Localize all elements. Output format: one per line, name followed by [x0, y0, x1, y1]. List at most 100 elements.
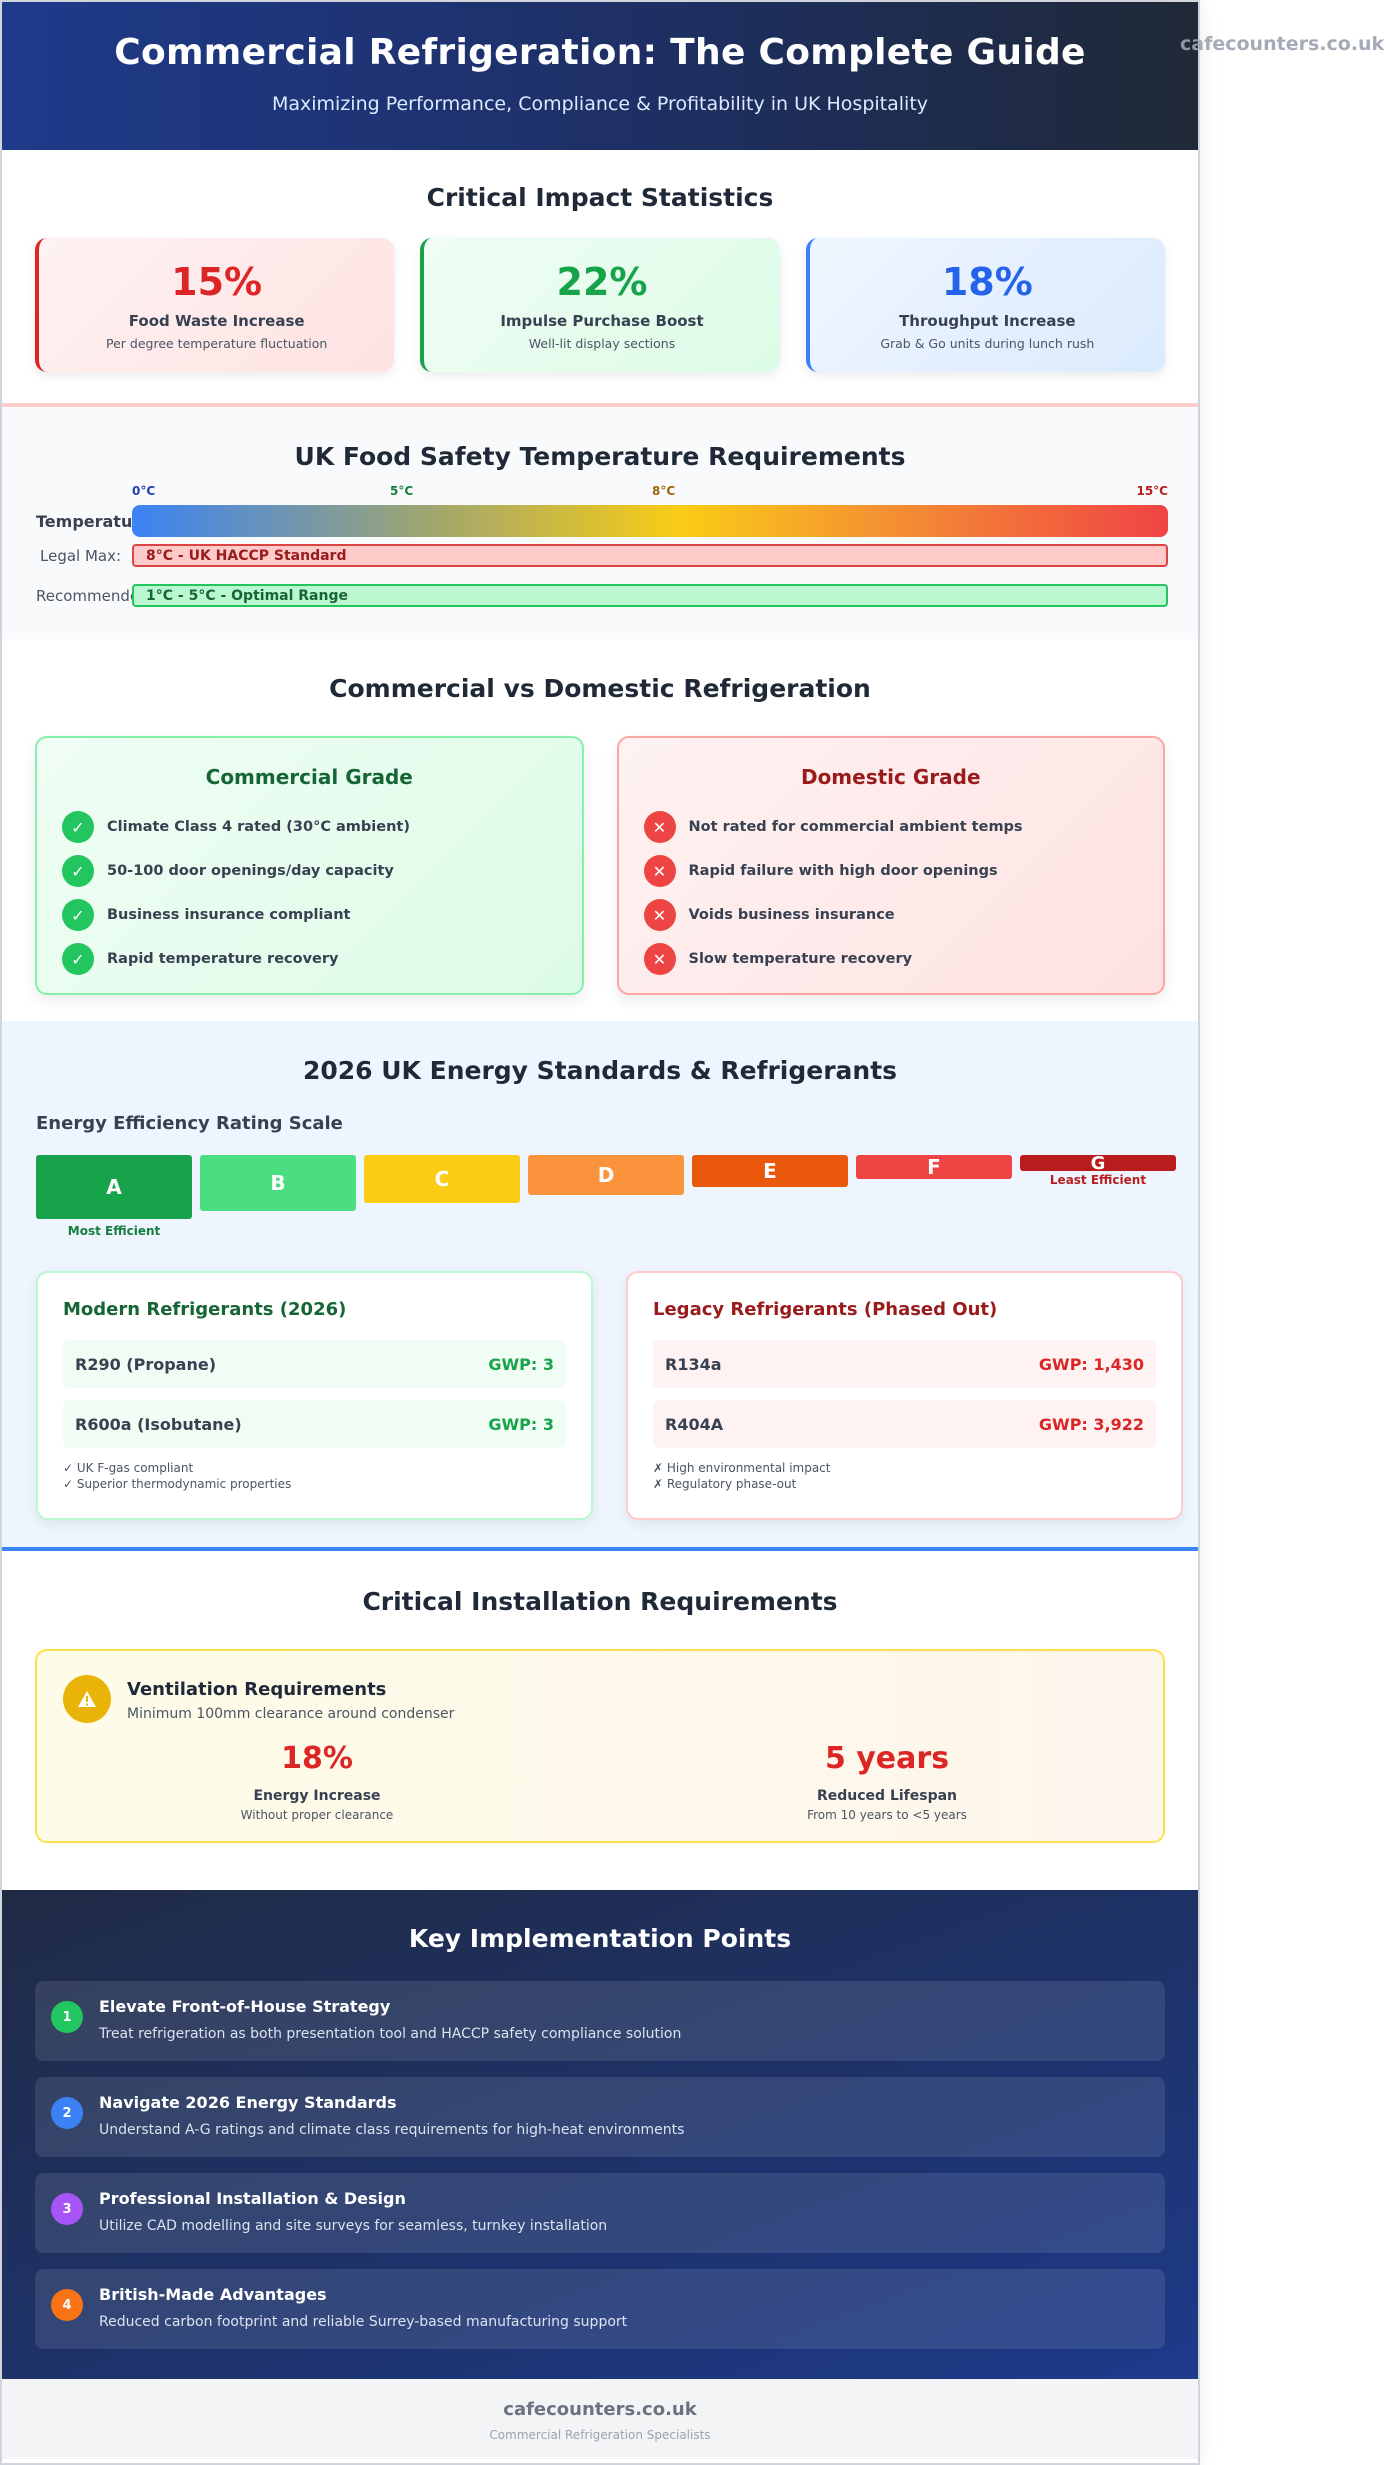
card-title: Legacy Refrigerants (Phased Out): [653, 1299, 998, 1320]
feature-text: Slow temperature recovery: [688, 951, 913, 967]
refrigerant-name: R290 (Propane): [75, 1354, 217, 1374]
section-title: Key Implementation Points: [408, 1924, 792, 1953]
stat-card-throughput: 18% Throughput Increase Grab & Go units …: [805, 238, 1165, 372]
rating-bar: C: [364, 1155, 520, 1203]
rating-g: G Least Efficient: [1020, 1153, 1176, 1187]
feature-item: ✓ Business insurance compliant: [62, 893, 557, 937]
feature-item: ✕ Not rated for commercial ambient temps: [643, 805, 1139, 849]
tick-0c: 0°C: [132, 484, 156, 498]
section-title: Critical Installation Requirements: [362, 1587, 838, 1616]
rating-scale-title: Energy Efficiency Rating Scale: [36, 1113, 343, 1134]
temperature-gradient-bar: [132, 505, 1168, 537]
legal-max-range: 8°C - UK HACCP Standard: [132, 544, 1168, 567]
rating-bar: D: [528, 1155, 684, 1195]
legal-max-row: Legal Max: 8°C - UK HACCP Standard: [36, 544, 1168, 567]
stat-value: 15%: [171, 260, 263, 304]
check-icon: ✓: [62, 855, 94, 887]
key-point-title: Elevate Front-of-House Strategy: [99, 1997, 391, 2016]
check-icon: ✓: [62, 811, 94, 843]
rating-c: C: [364, 1155, 520, 1203]
number-badge: 3: [51, 2193, 83, 2225]
legal-max-label: Legal Max:: [40, 546, 122, 565]
key-point-item: 3 Professional Installation & Design Uti…: [35, 2173, 1165, 2253]
refrigerant-note: ✗ Regulatory phase-out: [653, 1477, 797, 1491]
commercial-grade-card: Commercial Grade ✓ Climate Class 4 rated …: [35, 736, 584, 995]
watermark-brand: cafecounters.co.uk: [1180, 33, 1385, 55]
ventilation-title: Ventilation Requirements: [127, 1679, 387, 1700]
stat-description: Grab & Go units during lunch rush: [880, 336, 1095, 351]
page-subtitle: Maximizing Performance, Compliance & Pro…: [271, 93, 929, 115]
rating-b: B: [200, 1155, 356, 1211]
domestic-grade-card: Domestic Grade ✕ Not rated for commercial…: [616, 736, 1165, 995]
stat-value: 22%: [556, 260, 648, 304]
rating-bar: E: [692, 1155, 848, 1187]
refrigerant-name: R134a: [665, 1354, 722, 1374]
refrigerant-gwp: GWP: 3: [488, 1354, 554, 1374]
feature-text: 50-100 door openings/day capacity: [107, 863, 394, 879]
stat-label: Throughput Increase: [899, 312, 1076, 330]
key-point-description: Treat refrigeration as both presentation…: [99, 2026, 682, 2042]
refrigerant-gwp: GWP: 1,430: [1038, 1354, 1144, 1374]
refrigerant-item: R290 (Propane) GWP: 3: [63, 1340, 566, 1388]
feature-item: ✕ Voids business insurance: [643, 893, 1139, 937]
rating-caption: Most Efficient: [67, 1224, 161, 1238]
refrigerant-item: R404A GWP: 3,922: [653, 1400, 1156, 1448]
check-icon: ✓: [62, 899, 94, 931]
installation-requirements-section: Critical Installation Requirements Venti…: [2, 1551, 1198, 1890]
refrigerant-gwp: GWP: 3: [488, 1414, 554, 1434]
stat-value: 18%: [941, 260, 1033, 304]
refrigerant-gwp: GWP: 3,922: [1038, 1414, 1144, 1434]
feature-item: ✓ Climate Class 4 rated (30°C ambient): [62, 805, 557, 849]
feature-text: Business insurance compliant: [107, 907, 351, 923]
section-title: Commercial vs Domestic Refrigeration: [329, 674, 871, 703]
x-icon: ✕: [643, 899, 676, 931]
key-point-title: British-Made Advantages: [99, 2285, 327, 2304]
feature-text: Voids business insurance: [688, 907, 895, 923]
tick-15c: 15°C: [1136, 484, 1168, 498]
key-point-description: Understand A-G ratings and climate class…: [99, 2122, 685, 2138]
key-point-item: 2 Navigate 2026 Energy Standards Underst…: [35, 2077, 1165, 2157]
feature-item: ✓ Rapid temperature recovery: [62, 937, 557, 981]
recommended-label: Recommended:: [36, 586, 132, 605]
refrigerant-name: R404A: [665, 1414, 724, 1434]
key-implementation-section: Key Implementation Points 1 Elevate Fron…: [2, 1890, 1198, 2379]
page-footer: cafecounters.co.uk Commercial Refrigerat…: [2, 2379, 1198, 2459]
card-title: Domestic Grade: [800, 765, 981, 789]
impact-label: Energy Increase: [253, 1788, 381, 1804]
stat-label: Impulse Purchase Boost: [500, 312, 704, 330]
stat-description: Per degree temperature fluctuation: [106, 336, 328, 351]
stat-description: Well-lit display sections: [528, 336, 676, 351]
footer-brand: cafecounters.co.uk: [503, 2399, 697, 2420]
feature-item: ✕ Slow temperature recovery: [643, 937, 1139, 981]
recommended-row: Recommended: 1°C - 5°C - Optimal Range: [36, 584, 1168, 607]
feature-text: Rapid temperature recovery: [107, 951, 339, 967]
x-icon: ✕: [643, 811, 676, 843]
refrigerant-note: ✓ Superior thermodynamic properties: [63, 1477, 292, 1491]
rating-bar: F: [856, 1155, 1012, 1179]
impact-value: 5 years: [824, 1741, 950, 1776]
key-point-description: Utilize CAD modelling and site surveys f…: [99, 2218, 608, 2234]
rating-d: D: [528, 1155, 684, 1195]
stat-card-food-waste: 15% Food Waste Increase Per degree tempe…: [35, 238, 395, 372]
warning-icon: [63, 1675, 111, 1723]
reduced-lifespan-stat: 5 years Reduced Lifespan From 10 years t…: [607, 1741, 1167, 1822]
rating-bar: A: [36, 1155, 192, 1219]
temperature-requirements-section: UK Food Safety Temperature Requirements …: [2, 407, 1198, 639]
energy-increase-stat: 18% Energy Increase Without proper clear…: [37, 1741, 597, 1822]
feature-item: ✓ 50-100 door openings/day capacity: [62, 849, 557, 893]
feature-item: ✕ Rapid failure with high door openings: [643, 849, 1139, 893]
refrigerant-note: ✓ UK F-gas compliant: [63, 1461, 194, 1475]
number-badge: 4: [51, 2289, 83, 2321]
impact-description: Without proper clearance: [240, 1808, 394, 1822]
rating-e: E: [692, 1155, 848, 1187]
number-badge: 2: [51, 2097, 83, 2129]
hero-header: Commercial Refrigeration: The Complete G…: [2, 2, 1198, 150]
temperature-scale-label: Temperature: [36, 511, 132, 531]
section-title: Critical Impact Statistics: [426, 183, 774, 212]
footer-tagline: Commercial Refrigeration Specialists: [489, 2428, 711, 2442]
commercial-vs-domestic-section: Commercial vs Domestic Refrigeration Com…: [2, 639, 1198, 1021]
page-title: Commercial Refrigeration: The Complete G…: [114, 32, 1086, 73]
rating-caption: Least Efficient: [1049, 1173, 1147, 1187]
card-title: Commercial Grade: [205, 765, 413, 789]
number-badge: 1: [51, 2001, 83, 2033]
